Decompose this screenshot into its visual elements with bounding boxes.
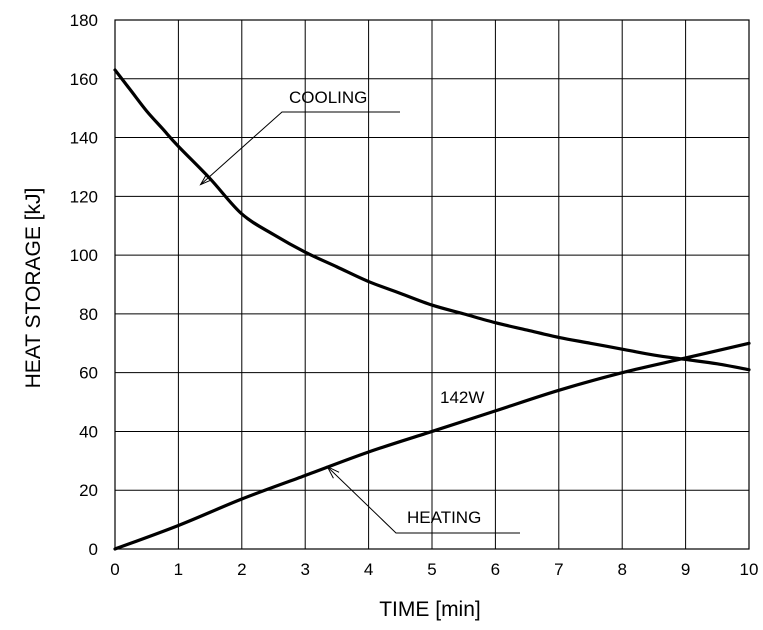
cooling-arrowhead bbox=[199, 173, 213, 186]
y-tick-label: 20 bbox=[79, 481, 98, 500]
y-axis-label: HEAT STORAGE [kJ] bbox=[22, 188, 45, 389]
grid bbox=[114, 19, 750, 550]
x-tick-label: 1 bbox=[174, 560, 183, 579]
x-tick-label: 7 bbox=[554, 560, 563, 579]
x-axis-label: TIME [min] bbox=[379, 598, 481, 621]
cooling-label: COOLING bbox=[289, 88, 367, 107]
y-tick-label: 120 bbox=[70, 187, 98, 206]
x-tick-label: 5 bbox=[427, 560, 436, 579]
y-tick-label: 0 bbox=[89, 540, 98, 559]
power-label: 142W bbox=[440, 388, 484, 407]
series-line-cooling bbox=[113, 68, 751, 372]
plot-frame bbox=[114, 19, 750, 550]
x-tick-label: 0 bbox=[110, 560, 119, 579]
series-lines bbox=[113, 68, 751, 551]
heating-leader-line bbox=[327, 466, 520, 534]
series-line-heating bbox=[113, 341, 751, 551]
heating-label: HEATING bbox=[407, 508, 481, 527]
cooling-leader-line bbox=[200, 111, 400, 185]
y-tick-label: 160 bbox=[70, 70, 98, 89]
y-tick-label: 40 bbox=[79, 422, 98, 441]
x-tick-label: 8 bbox=[617, 560, 626, 579]
y-tick-labels: 0 20 40 60 80 100 120 140 160 180 bbox=[70, 11, 98, 559]
heating-arrowhead bbox=[326, 465, 340, 479]
annotation-leaders bbox=[199, 111, 520, 534]
x-tick-label: 4 bbox=[364, 560, 373, 579]
x-tick-label: 2 bbox=[237, 560, 246, 579]
y-tick-label: 140 bbox=[70, 129, 98, 148]
annotations: COOLING HEATING 142W bbox=[289, 88, 484, 527]
x-tick-label: 3 bbox=[300, 560, 309, 579]
x-tick-labels: 0 1 2 3 4 5 6 7 8 9 10 bbox=[110, 560, 758, 579]
y-tick-label: 60 bbox=[79, 364, 98, 383]
x-tick-label: 9 bbox=[681, 560, 690, 579]
y-tick-label: 100 bbox=[70, 246, 98, 265]
y-tick-label: 180 bbox=[70, 11, 98, 30]
y-tick-label: 80 bbox=[79, 305, 98, 324]
x-tick-label: 10 bbox=[740, 560, 759, 579]
x-tick-label: 6 bbox=[491, 560, 500, 579]
